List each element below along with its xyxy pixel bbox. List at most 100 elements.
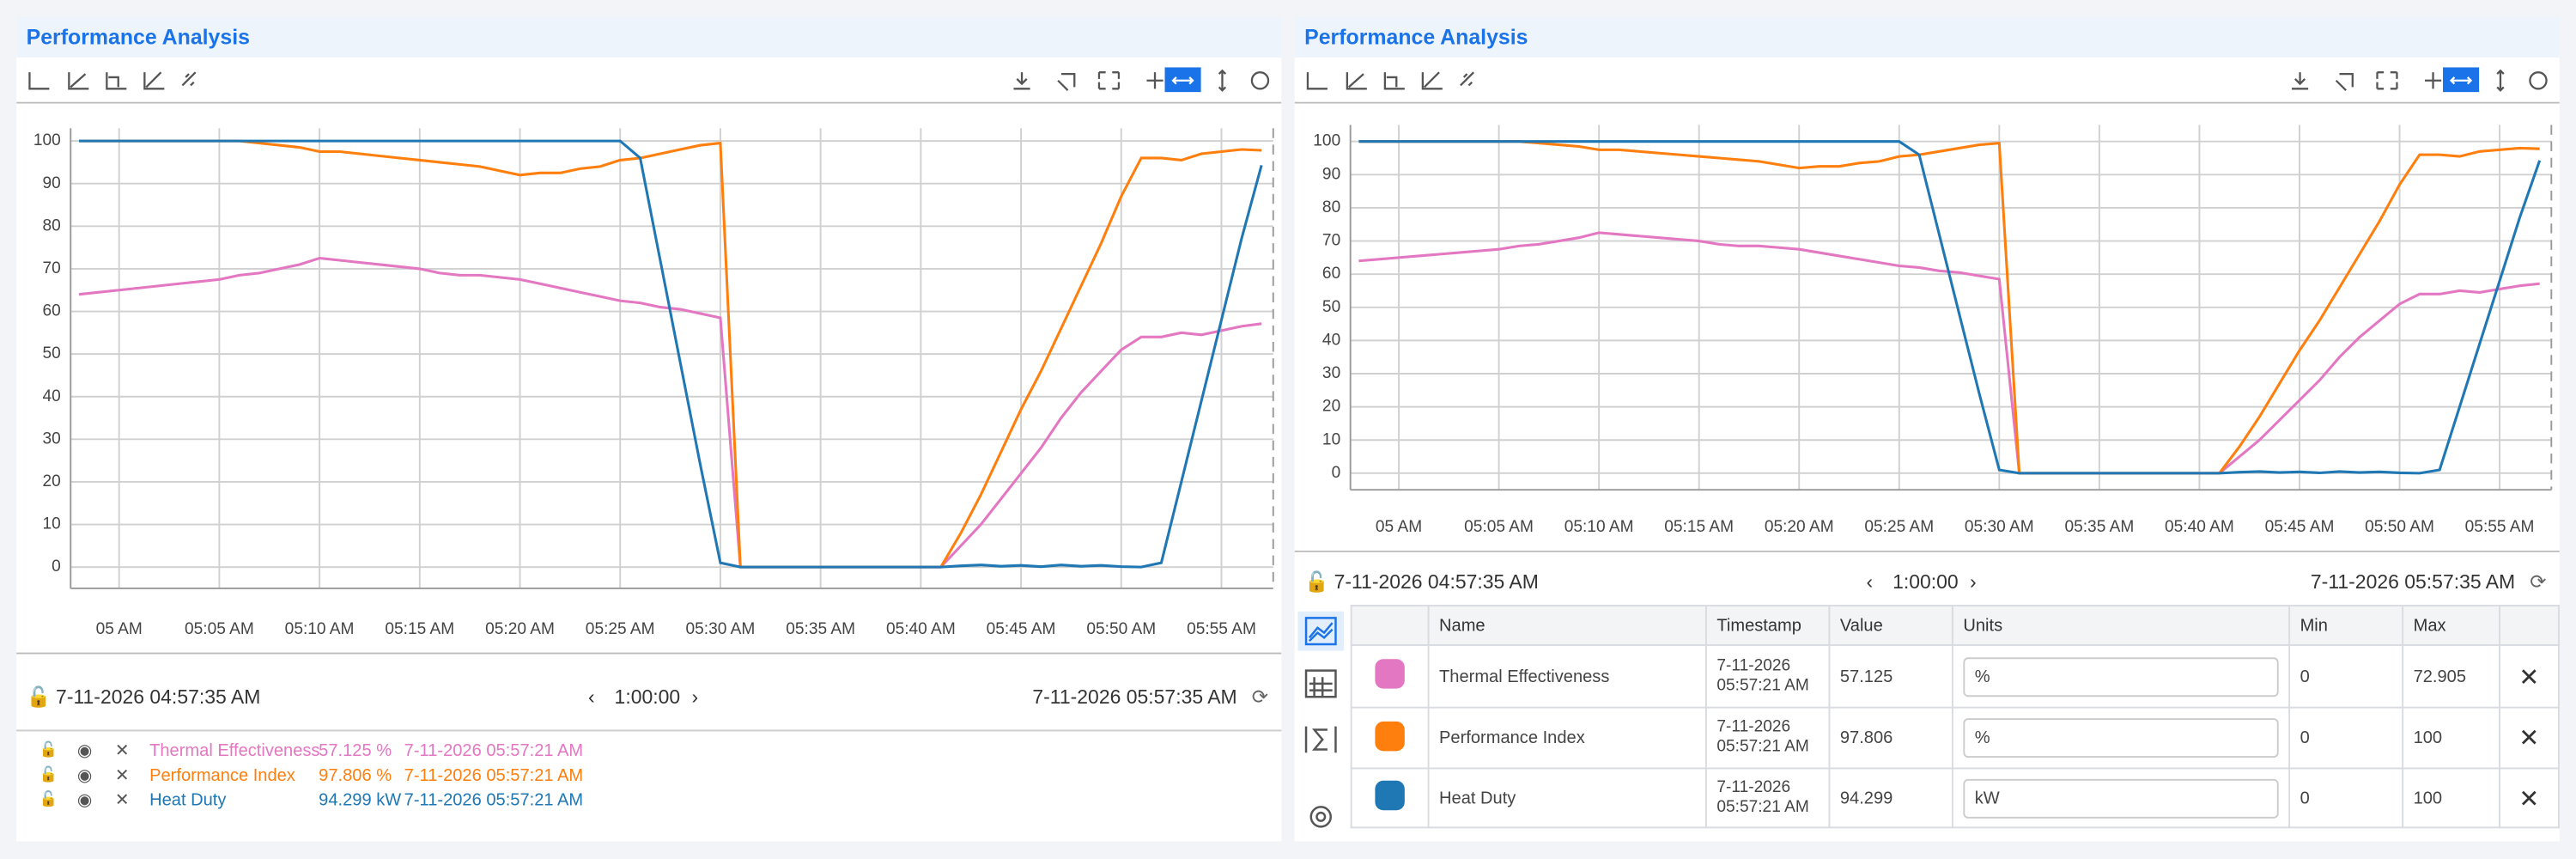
series-line: [78, 139, 1262, 569]
header-cell: Timestamp: [1704, 605, 1831, 646]
remove-icon[interactable]: ✕: [114, 740, 130, 761]
value-cell: 97.806: [1828, 706, 1953, 770]
next-button[interactable]: ›: [1970, 570, 1977, 594]
prev-button[interactable]: ‹: [587, 685, 595, 709]
unit: kW: [376, 790, 402, 811]
header-cell: Value: [1828, 605, 1953, 646]
tab-icons[interactable]: [1304, 669, 1337, 828]
series-line: [78, 256, 1262, 569]
color-cell: [1350, 767, 1430, 829]
value: 94.299: [319, 790, 372, 811]
y-tick-label: 70: [43, 259, 61, 277]
remove-icon[interactable]: ✕: [114, 765, 130, 786]
value-cell: 57.125: [1828, 643, 1953, 709]
title-bar: Performance Analysis: [1294, 16, 2560, 58]
x-tick-label: 05:45 AM: [2265, 518, 2335, 536]
units-input[interactable]: %: [1963, 656, 2279, 697]
next-button[interactable]: ›: [691, 685, 699, 709]
table-row: Heat Duty 7-11-2026 05:57:21 AM 94.299 kW 0 1…: [1350, 767, 2560, 829]
name-cell: Heat Duty: [1427, 767, 1707, 829]
series-line: [78, 139, 1263, 569]
x-tick-label: 05:50 AM: [2365, 518, 2434, 536]
x-tick-label: 05:55 AM: [1187, 620, 1256, 638]
color-swatch: [1375, 720, 1405, 751]
lock-icon[interactable]: 🔓: [1304, 570, 1329, 594]
left-panel: Performance Analysis 0 10 20 30 40 50 60 70 80 90…: [16, 16, 1282, 842]
remove-cell[interactable]: ✕: [2499, 706, 2560, 770]
series-name: Thermal Effectiveness: [149, 740, 320, 761]
units-input[interactable]: kW: [1963, 777, 2279, 818]
end-time: 7-11-2026 05:57:35 AM: [2310, 570, 2516, 594]
header-cell: Max: [2402, 605, 2500, 646]
min-cell: 0: [2288, 767, 2404, 829]
prev-button[interactable]: ‹: [1866, 570, 1874, 594]
header-cell: Min: [2288, 605, 2404, 646]
y-tick-label: 80: [1322, 198, 1340, 216]
x-tick-label: 05:45 AM: [987, 620, 1056, 638]
series-value: 97.806 %: [319, 766, 392, 786]
x-tick-label: 05:20 AM: [1765, 518, 1834, 536]
refresh-icon[interactable]: ⟳: [2530, 570, 2547, 594]
value: 97.806: [319, 765, 372, 786]
panel-title: Performance Analysis: [26, 24, 250, 50]
x-tick-label: 05:25 AM: [1864, 518, 1934, 536]
y-tick-label: 30: [1322, 364, 1340, 382]
min-cell: 0: [2288, 643, 2404, 709]
x-tick-label: 05:35 AM: [2064, 518, 2134, 536]
remove-cell[interactable]: ✕: [2499, 767, 2560, 829]
x-tick-label: 05:05 AM: [185, 620, 254, 638]
x-tick-label: 05:40 AM: [2165, 518, 2234, 536]
y-tick-label: 50: [1322, 298, 1340, 316]
toolbar: [1306, 67, 2548, 93]
end-time: 7-11-2026 05:57:35 AM: [1032, 685, 1237, 709]
y-tick-label: 40: [1322, 331, 1340, 349]
x-tick-label: 05:10 AM: [285, 620, 355, 638]
y-tick-label: 0: [1332, 464, 1341, 482]
eye-icon[interactable]: ◉: [76, 765, 93, 786]
series-name: Performance Index: [149, 765, 295, 786]
y-tick-label: 100: [1313, 132, 1340, 150]
x-tick-label: 05:35 AM: [786, 620, 855, 638]
timestamp-cell: 7-11-2026 05:57:21 AM: [1704, 706, 1831, 770]
y-tick-label: 20: [43, 472, 61, 490]
duration: 1:00:00: [614, 685, 681, 709]
timestamp: 7-11-2026 05:57:21 AM: [404, 740, 584, 761]
x-tick-label: 05:10 AM: [1564, 518, 1634, 536]
remove-cell[interactable]: ✕: [2499, 643, 2560, 709]
time-footer: 🔓 7-11-2026 04:57:35 AM ‹ 1:00:00 › 7-11…: [1295, 565, 2560, 598]
series-line: [1358, 140, 2542, 475]
legend-row: 🔓 ◉ ✕ Heat Duty 94.299 kW 7-11-2026 05:57:21 …: [16, 789, 1281, 813]
table-row: Performance Index 7-11-2026 05:57:21 AM 97…: [1350, 706, 2560, 770]
tool-icons: [1306, 67, 2548, 93]
title-bar: Performance Analysis: [16, 16, 1282, 58]
lock-icon: 🔓: [39, 765, 58, 783]
duration: 1:00:00: [1893, 570, 1959, 594]
eye-icon[interactable]: ◉: [76, 790, 93, 811]
tool-icons: [28, 67, 1270, 93]
x-tick-label: 05:40 AM: [886, 620, 956, 638]
unit: %: [376, 765, 392, 786]
units-input[interactable]: %: [1963, 718, 2279, 758]
x-tick-label: 05 AM: [96, 620, 143, 638]
chart: 0 10 20 30 40 50 60 70 80 90 100 05 AM 05:05 AM 05:10…: [16, 101, 1282, 655]
legend-row: 🔓 ◉ ✕ Performance Index 97.806 % 7-11-2026 05…: [16, 765, 1281, 789]
timestamp: 7-11-2026 05:57:21 AM: [404, 790, 584, 811]
color-cell: [1350, 643, 1430, 709]
start-time: 7-11-2026 04:57:35 AM: [1334, 570, 1539, 594]
max-cell: 100: [2402, 767, 2500, 829]
x-tick-label: 05:05 AM: [1464, 518, 1534, 536]
unit: %: [376, 740, 392, 761]
color-swatch: [1375, 659, 1405, 689]
lock-icon[interactable]: 🔓: [26, 685, 52, 709]
timestamp: 7-11-2026 05:57:21 AM: [404, 765, 584, 786]
table-row: Thermal Effectiveness 7-11-2026 05:57:21 …: [1350, 643, 2560, 709]
x-tick-label: 05:30 AM: [686, 620, 756, 638]
refresh-icon[interactable]: ⟳: [1251, 685, 1269, 709]
eye-icon[interactable]: ◉: [76, 740, 93, 761]
x-tick-label: 05:30 AM: [1965, 518, 2034, 536]
remove-icon[interactable]: ✕: [114, 790, 130, 811]
toolbar: [28, 67, 1270, 93]
units-cell: %: [1951, 706, 2291, 770]
